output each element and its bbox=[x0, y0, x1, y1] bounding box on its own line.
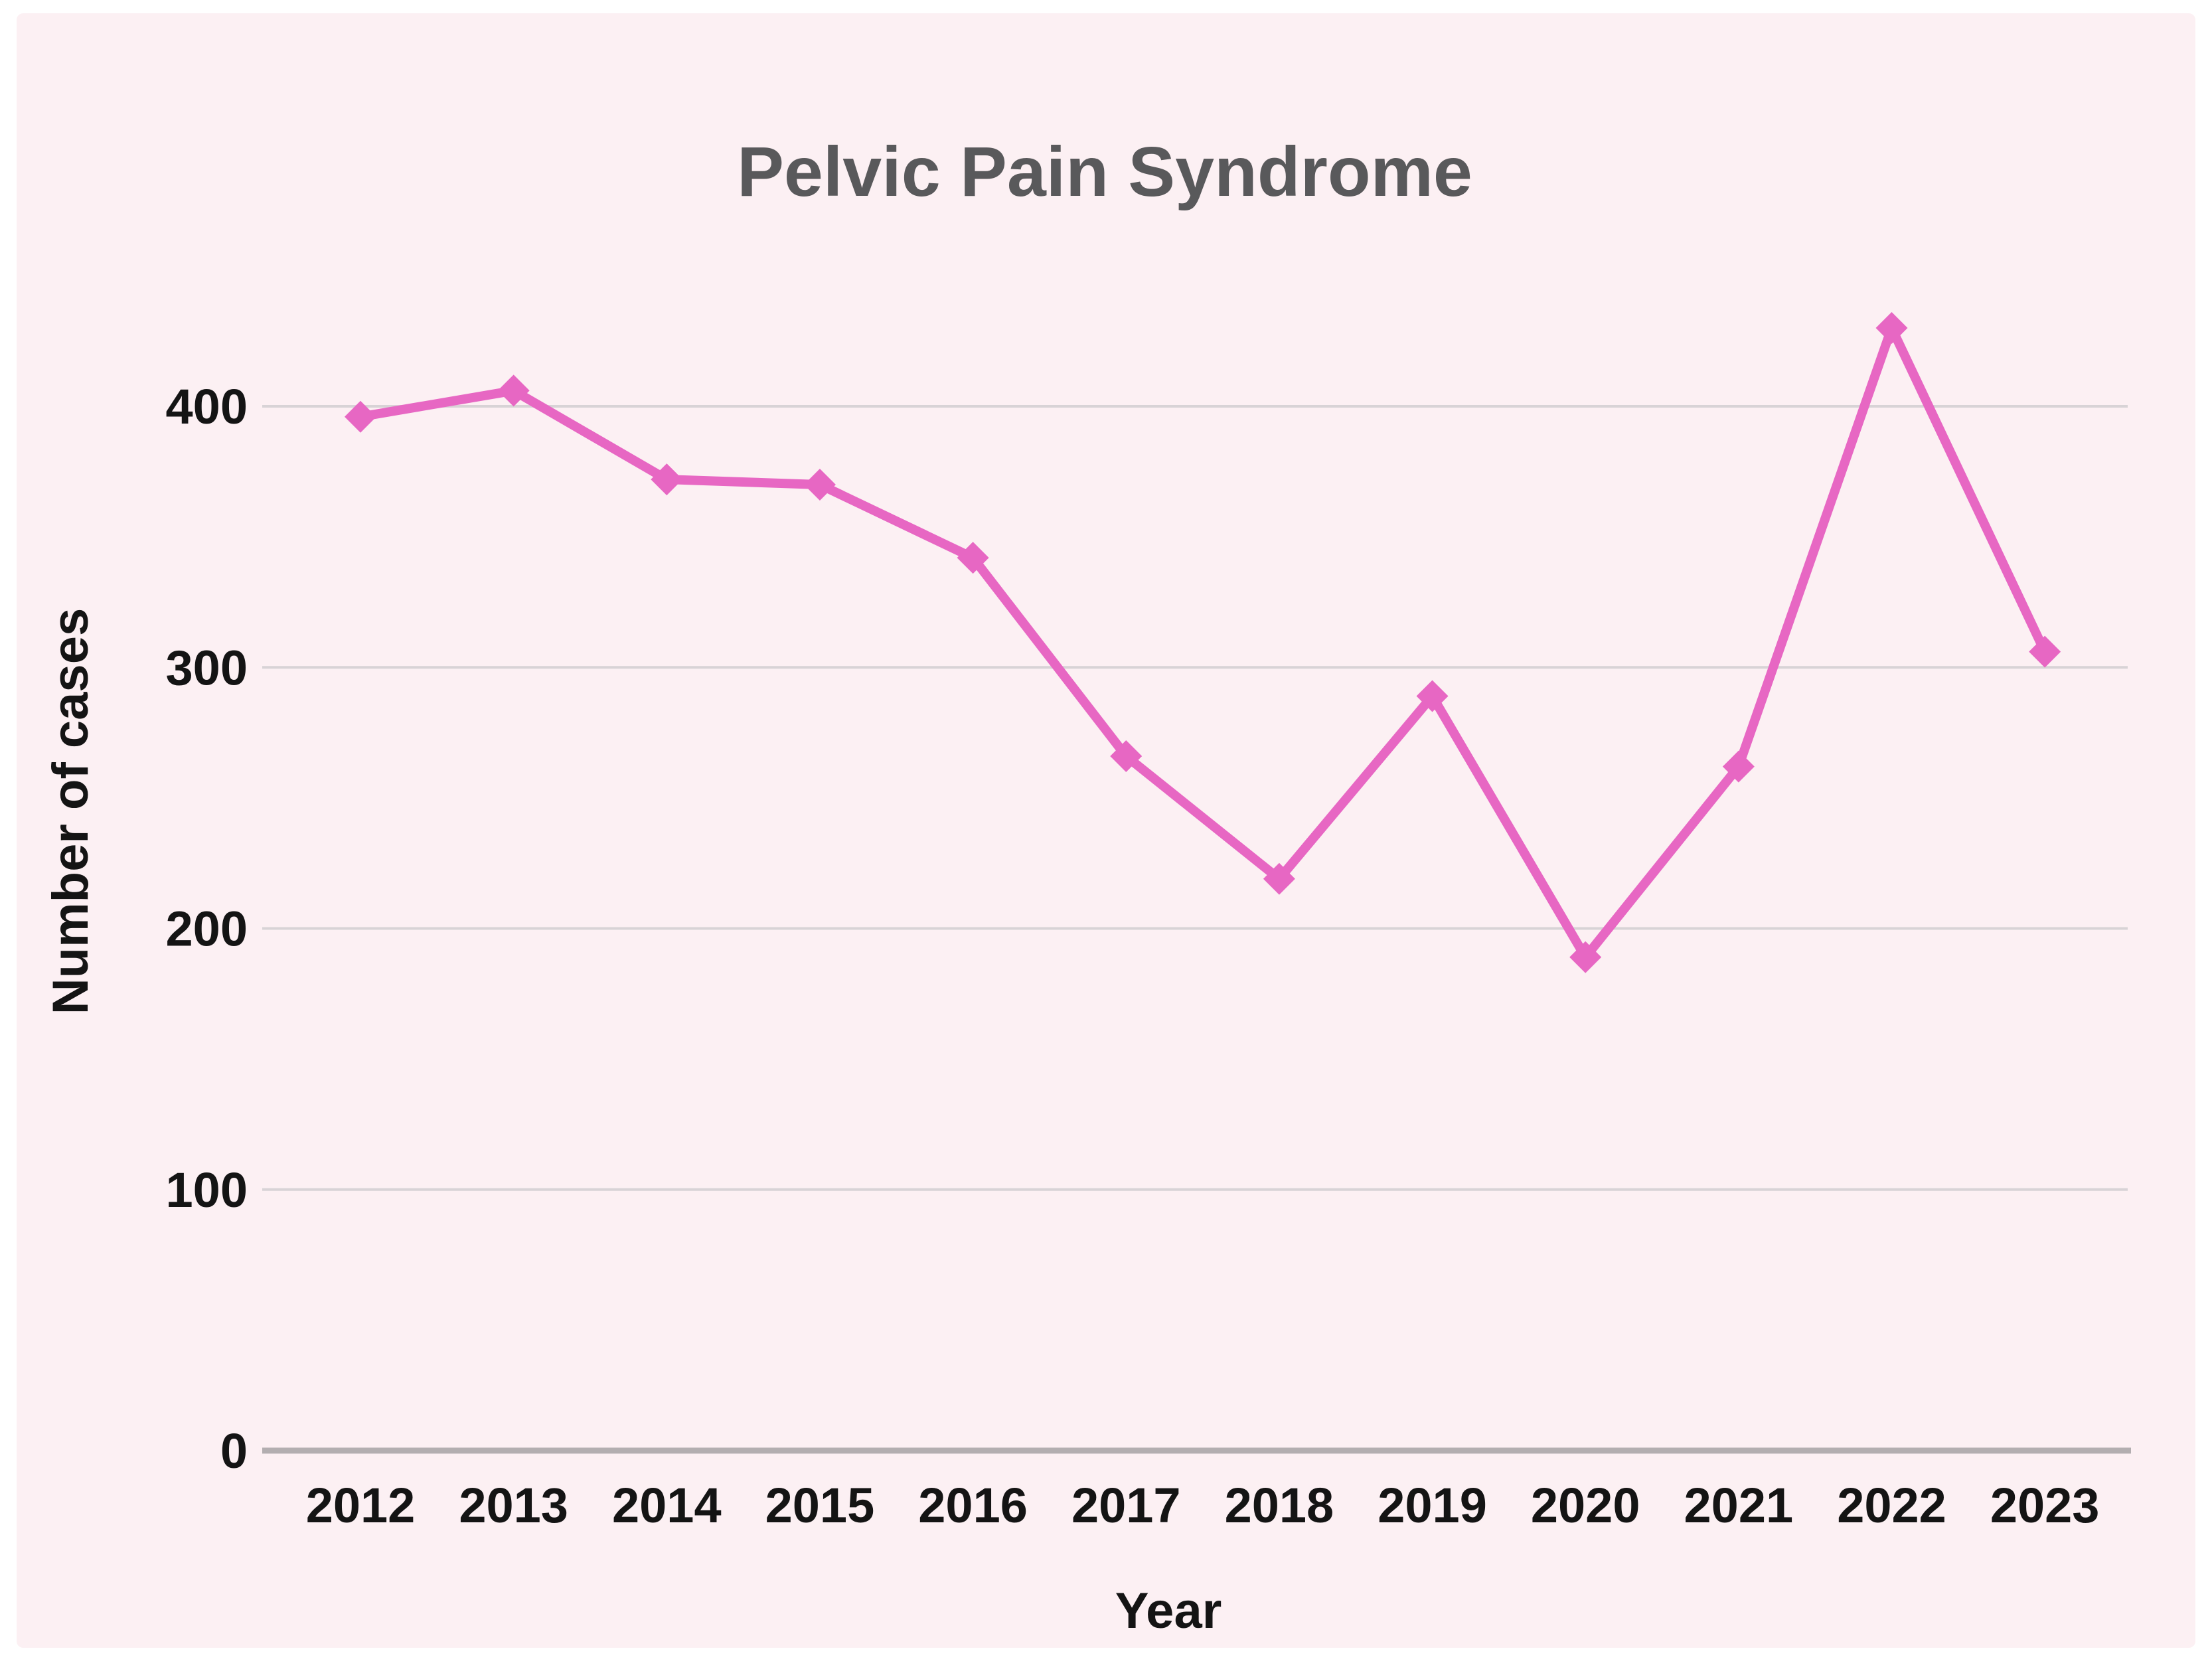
label-layer: Pelvic Pain Syndrome Year Number of case… bbox=[42, 133, 1472, 1639]
data-point-2020 bbox=[1569, 941, 1602, 973]
y-axis-title: Number of cases bbox=[42, 608, 99, 1014]
xtick-label-2019: 2019 bbox=[1378, 1478, 1487, 1533]
data-point-2017 bbox=[1110, 740, 1143, 772]
data-point-2014 bbox=[651, 463, 683, 496]
data-point-2023 bbox=[2029, 635, 2061, 668]
data-point-2018 bbox=[1263, 862, 1295, 895]
xtick-label-2018: 2018 bbox=[1225, 1478, 1334, 1533]
data-point-2019 bbox=[1416, 680, 1449, 712]
xtick-label-2015: 2015 bbox=[765, 1478, 875, 1533]
xtick-label-2020: 2020 bbox=[1531, 1478, 1640, 1533]
xtick-label-2016: 2016 bbox=[918, 1478, 1028, 1533]
data-point-2021 bbox=[1722, 750, 1755, 783]
xtick-label-2021: 2021 bbox=[1684, 1478, 1794, 1533]
xtick-label-2023: 2023 bbox=[1990, 1478, 2100, 1533]
x-axis-title: Year bbox=[1115, 1583, 1222, 1639]
series-layer bbox=[345, 312, 2061, 973]
chart-title: Pelvic Pain Syndrome bbox=[737, 133, 1472, 211]
ytick-label-100: 100 bbox=[166, 1162, 248, 1218]
xtick-label-2014: 2014 bbox=[612, 1478, 722, 1533]
data-point-2022 bbox=[1875, 312, 1908, 345]
ytick-label-0: 0 bbox=[220, 1423, 248, 1478]
xtick-label-2022: 2022 bbox=[1837, 1478, 1946, 1533]
data-point-2012 bbox=[345, 400, 376, 433]
chart-card bbox=[17, 13, 2195, 1648]
ytick-label-200: 200 bbox=[166, 902, 248, 957]
data-point-2013 bbox=[497, 374, 530, 407]
data-point-2015 bbox=[803, 468, 836, 501]
xtick-label-2017: 2017 bbox=[1071, 1478, 1181, 1533]
data-point-2016 bbox=[957, 542, 989, 574]
xtick-label-2012: 2012 bbox=[306, 1478, 416, 1533]
series-line bbox=[356, 323, 2050, 962]
ytick-label-400: 400 bbox=[166, 379, 248, 434]
grid-layer: 0 100 200 300 400 2012 2013 2014 2015 2016 2017 201… bbox=[166, 379, 2131, 1533]
ytick-label-300: 300 bbox=[166, 640, 248, 695]
xtick-label-2013: 2013 bbox=[459, 1478, 568, 1533]
